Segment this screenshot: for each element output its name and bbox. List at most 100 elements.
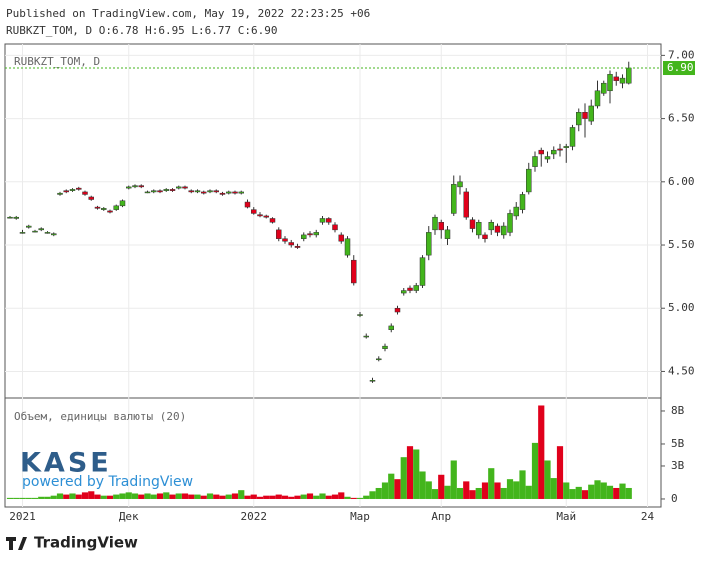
candle-body bbox=[519, 194, 526, 210]
volume-bar bbox=[263, 495, 270, 499]
candle-body bbox=[13, 216, 19, 219]
candle-body bbox=[69, 189, 76, 191]
x-tick-label: 2021 bbox=[9, 510, 36, 523]
volume-bar bbox=[213, 494, 220, 499]
volume-bar bbox=[413, 449, 420, 499]
candle-body bbox=[507, 213, 513, 233]
candle-body bbox=[357, 314, 363, 316]
volume-bar bbox=[381, 482, 389, 499]
volume-bar bbox=[613, 487, 620, 499]
volume-bar bbox=[138, 494, 145, 499]
candle-body bbox=[113, 205, 119, 210]
volume-bar bbox=[100, 495, 107, 499]
candle-body bbox=[338, 234, 344, 242]
volume-bar bbox=[300, 494, 307, 499]
candle-body bbox=[176, 186, 182, 189]
y-tick-label: 7.00 bbox=[668, 48, 695, 61]
volume-bar bbox=[88, 491, 95, 499]
candle-body bbox=[201, 191, 207, 194]
volume-bar bbox=[250, 494, 257, 499]
volume-bar bbox=[556, 446, 564, 499]
volume-bar bbox=[325, 495, 332, 499]
volume-bar bbox=[288, 496, 295, 499]
volume-tick-label: 0 bbox=[671, 492, 678, 505]
candle-body bbox=[513, 206, 519, 217]
candle-body bbox=[551, 149, 557, 155]
candle-body bbox=[126, 186, 132, 189]
volume-bar bbox=[463, 481, 470, 499]
volume-bar bbox=[569, 489, 576, 499]
candle-body bbox=[332, 224, 338, 231]
candle-body bbox=[107, 210, 113, 213]
volume-bar bbox=[581, 490, 589, 499]
candle-body bbox=[88, 196, 94, 200]
volume-bar bbox=[338, 492, 345, 499]
volume-bar bbox=[38, 496, 45, 499]
candle-body bbox=[57, 192, 63, 195]
candle-body bbox=[244, 201, 251, 208]
candle-body bbox=[219, 192, 226, 195]
candle-body bbox=[488, 222, 494, 231]
volume-bar bbox=[625, 487, 632, 499]
volume-bar bbox=[506, 479, 514, 499]
candle-body bbox=[601, 82, 607, 94]
volume-bar bbox=[588, 484, 595, 499]
volume-bar bbox=[81, 492, 89, 499]
tv-icon bbox=[6, 537, 27, 550]
volume-bar bbox=[544, 460, 551, 499]
candle-body bbox=[363, 335, 369, 338]
volume-bar bbox=[375, 487, 382, 499]
candle-body bbox=[44, 232, 51, 234]
volume-bar bbox=[313, 495, 320, 499]
volume-bar bbox=[150, 494, 157, 499]
volume-bar bbox=[475, 487, 482, 499]
candle-body bbox=[351, 259, 357, 284]
candle-body bbox=[232, 191, 238, 194]
candle-body bbox=[619, 77, 626, 84]
candle-body bbox=[119, 200, 126, 207]
volume-tick-label: 3B bbox=[671, 459, 685, 472]
candle-body bbox=[469, 219, 476, 229]
candle-body bbox=[569, 127, 576, 147]
volume-bar bbox=[119, 493, 126, 499]
volume-bar bbox=[425, 481, 432, 499]
candle-body bbox=[376, 358, 382, 361]
y-tick-label: 5.00 bbox=[668, 301, 695, 314]
volume-bar bbox=[356, 497, 364, 499]
candle-body bbox=[313, 232, 319, 236]
candle-body bbox=[144, 191, 151, 194]
volume-bar bbox=[406, 446, 414, 499]
published: Published on TradingView.com, May 19, 20… bbox=[6, 7, 370, 20]
candle-body bbox=[426, 232, 432, 256]
candle-body bbox=[307, 233, 313, 236]
volume-bar bbox=[306, 493, 314, 499]
volume-bar bbox=[431, 489, 439, 499]
candle-body bbox=[494, 225, 501, 233]
volume-bar bbox=[63, 494, 70, 499]
candle-body bbox=[282, 238, 288, 242]
y-tick-label: 6.50 bbox=[668, 112, 695, 125]
candle-body bbox=[444, 229, 451, 239]
y-tick-label: 6.00 bbox=[668, 175, 695, 188]
volume-bar bbox=[444, 485, 451, 499]
candle-body bbox=[463, 191, 469, 218]
volume-bar bbox=[400, 457, 407, 499]
candle-body bbox=[388, 325, 394, 330]
volume-bar bbox=[31, 497, 39, 499]
candle-body bbox=[194, 190, 201, 193]
candle-body bbox=[544, 156, 551, 160]
volume-bar bbox=[181, 493, 189, 499]
volume-bar bbox=[113, 494, 120, 499]
candle-body bbox=[7, 216, 13, 219]
volume-bar bbox=[13, 497, 20, 499]
candle-body bbox=[207, 190, 213, 193]
candle-body bbox=[51, 233, 57, 236]
candle-body bbox=[394, 307, 401, 313]
last-price-label: 6.90 bbox=[667, 61, 694, 74]
candle-body bbox=[432, 216, 438, 231]
candle-body bbox=[582, 112, 588, 119]
candle-body bbox=[526, 168, 532, 193]
volume-bar bbox=[231, 493, 239, 499]
volume-bar bbox=[6, 497, 14, 499]
